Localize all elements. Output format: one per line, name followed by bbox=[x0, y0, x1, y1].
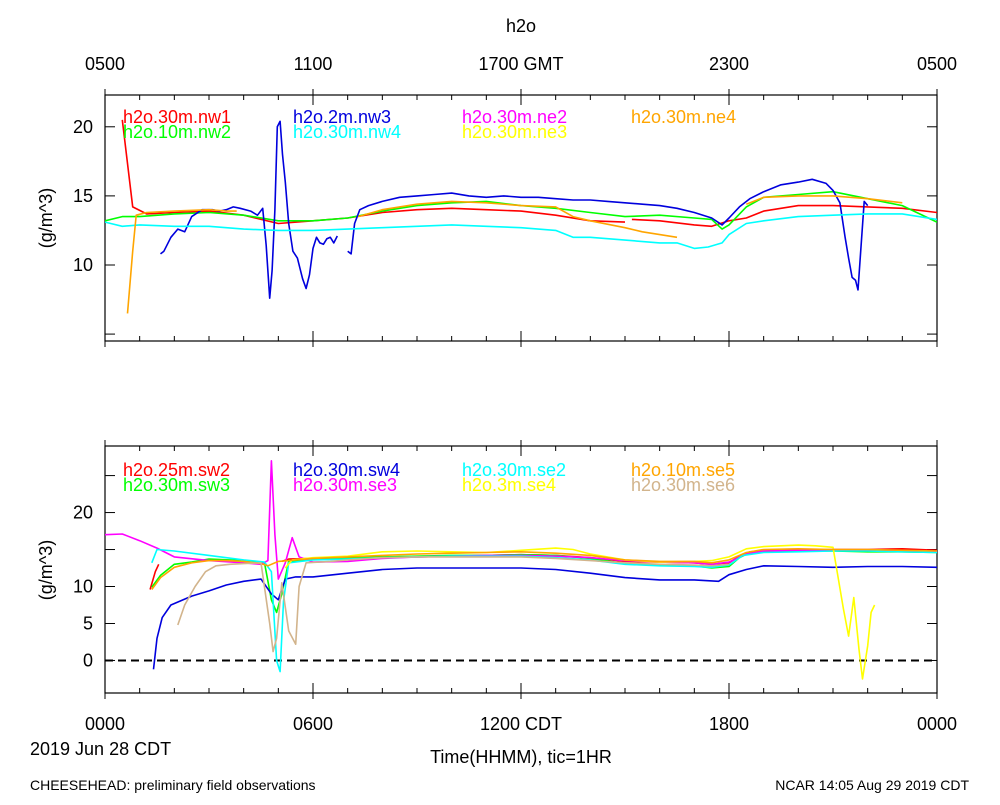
chart-title: h2o bbox=[506, 16, 536, 36]
series-line-h2o.30m.ne4 bbox=[357, 200, 678, 239]
legend-h2o.30m.ne4: h2o.30m.ne4 bbox=[631, 107, 736, 127]
y-tick-label: 20 bbox=[73, 503, 93, 523]
bottom-tick-label: 0600 bbox=[293, 714, 333, 734]
bottom-tick-label: 0000 bbox=[85, 714, 125, 734]
series-line-h2o.2m.nw3 bbox=[347, 178, 869, 291]
footer-right: NCAR 14:05 Aug 29 2019 CDT bbox=[775, 777, 969, 793]
y-tick-label: 10 bbox=[73, 255, 93, 275]
series-line-h2o.10m.se5 bbox=[151, 548, 937, 590]
legend-h2o.2m.nw3: h2o.2m.nw3 bbox=[293, 107, 391, 127]
top-tick-label: 0500 bbox=[85, 54, 125, 74]
y-tick-label: 0 bbox=[83, 650, 93, 670]
top-tick-label: 1700 GMT bbox=[478, 54, 563, 74]
legend-h2o.10m.nw2: h2o.10m.nw2 bbox=[123, 122, 231, 142]
legend-h2o.30m.se2: h2o.30m.se2 bbox=[462, 460, 566, 480]
series-group bbox=[105, 460, 937, 680]
bottom-tick-label: 1200 CDT bbox=[480, 714, 562, 734]
y-axis-label: (g/m^3) bbox=[36, 188, 56, 248]
series-line-h2o.30m.nw1 bbox=[631, 204, 937, 228]
legend-h2o.25m.sw2: h2o.25m.sw2 bbox=[123, 460, 230, 480]
series-group bbox=[105, 119, 937, 314]
y-tick-label: 10 bbox=[73, 577, 93, 597]
series-line-h2o.3m.se4 bbox=[284, 544, 876, 680]
y-axis-label: (g/m^3) bbox=[36, 540, 56, 600]
top-tick-label: 2300 bbox=[709, 54, 749, 74]
y-tick-label: 15 bbox=[73, 186, 93, 206]
top-tick-label: 0500 bbox=[917, 54, 957, 74]
legend-h2o.30m.se6: h2o.30m.se6 bbox=[631, 475, 735, 495]
y-tick-label: 5 bbox=[83, 613, 93, 633]
legend-h2o.30m.ne2: h2o.30m.ne2 bbox=[462, 107, 567, 127]
date-label: 2019 Jun 28 CDT bbox=[30, 739, 171, 759]
bottom-tick-label: 1800 bbox=[709, 714, 749, 734]
y-tick-label: 20 bbox=[73, 117, 93, 137]
series-line-h2o.30m.nw4 bbox=[105, 213, 937, 250]
top-tick-label: 1100 bbox=[294, 54, 333, 74]
legend-h2o.30m.nw4: h2o.30m.nw4 bbox=[293, 122, 401, 142]
bottom-tick-label: 0000 bbox=[917, 714, 957, 734]
x-axis-label: Time(HHMM), tic=1HR bbox=[430, 747, 612, 767]
legend-h2o.30m.se3: h2o.30m.se3 bbox=[293, 475, 397, 495]
series-line-h2o.30m.se6 bbox=[177, 556, 730, 653]
legend-h2o.3m.se4: h2o.3m.se4 bbox=[462, 475, 556, 495]
legend-h2o.30m.sw4: h2o.30m.sw4 bbox=[293, 460, 400, 480]
series-line-h2o.25m.sw2 bbox=[149, 563, 160, 590]
footer-left: CHEESEHEAD: preliminary field observatio… bbox=[30, 777, 316, 793]
legend-h2o.30m.nw1: h2o.30m.nw1 bbox=[123, 107, 231, 127]
legend-h2o.30m.ne3: h2o.30m.ne3 bbox=[462, 122, 567, 142]
series-line-h2o.30m.ne4 bbox=[746, 195, 903, 205]
legend-h2o.30m.sw3: h2o.30m.sw3 bbox=[123, 475, 230, 495]
series-line-h2o.30m.sw4 bbox=[152, 565, 937, 670]
series-line-h2o.30m.ne4 bbox=[126, 208, 237, 314]
legend-h2o.10m.se5: h2o.10m.se5 bbox=[631, 460, 735, 480]
